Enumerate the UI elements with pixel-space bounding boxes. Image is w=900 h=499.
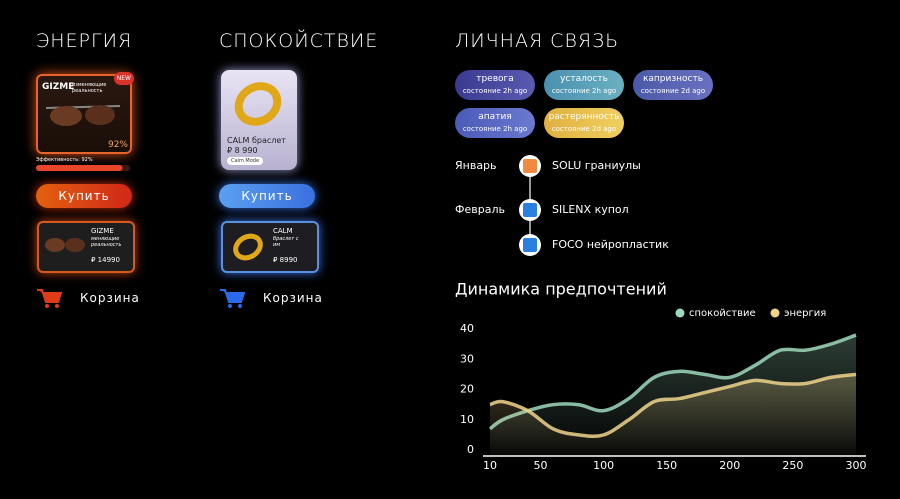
timeline-icon — [523, 159, 537, 173]
cart-icon[interactable] — [219, 287, 245, 309]
mood-status: состояние 2d ago — [551, 125, 617, 133]
mood-name: тревога — [476, 74, 514, 84]
mood-status: состояние 2h ago — [551, 87, 617, 95]
mood-pill[interactable]: тревога состояние 2h ago — [455, 70, 535, 100]
percent: 92% — [107, 140, 128, 150]
product-price: ₽ 8 990 — [227, 146, 258, 155]
cart-item-desc: меняющие реальность — [91, 236, 122, 248]
cart-item-name: CALM — [273, 227, 293, 235]
cart-item-price: ₽ 8990 — [273, 256, 298, 264]
product-name: CALM браслет — [227, 136, 286, 145]
timeline-month: Январь — [455, 159, 497, 172]
x-tick-label: 250 — [782, 459, 803, 472]
cart-label[interactable]: Корзина — [263, 291, 323, 305]
cart-label[interactable]: Корзина — [80, 291, 140, 305]
tagline: изменяющие реальность — [72, 82, 107, 94]
timeline-month: Февраль — [455, 203, 505, 216]
x-tick-label: 50 — [533, 459, 547, 472]
timeline-item: SILENX купол — [552, 203, 629, 216]
mood-status: состояние 2d ago — [640, 87, 706, 95]
product-card[interactable]: CALM браслет ₽ 8 990 Calm Mode — [221, 70, 297, 170]
mood-pill[interactable]: растерянность состояние 2d ago — [544, 108, 624, 138]
cart-card[interactable]: GIZME меняющие реальность ₽ 14990 — [37, 221, 135, 273]
cart-item-name: GIZME — [91, 227, 114, 235]
cart-item-desc: браслет с им — [273, 236, 299, 248]
progress — [36, 165, 130, 171]
mood-name: растерянность — [548, 112, 620, 122]
mood-pill[interactable]: апатия состояние 2h ago — [455, 108, 535, 138]
x-tick-label: 10 — [483, 459, 497, 472]
x-tick-label: 300 — [846, 459, 867, 472]
ring-thumb — [233, 233, 263, 261]
mood-name: капризность — [642, 74, 704, 84]
buy-button[interactable]: Купить — [219, 184, 315, 208]
area — [490, 374, 856, 455]
legend-label: спокойствие — [689, 308, 756, 319]
timeline-item: SOLU граниулы — [552, 159, 641, 172]
mood-status: состояние 2h ago — [462, 87, 528, 95]
cart-card[interactable]: CALM браслет с им ₽ 8990 — [221, 221, 319, 273]
y-tick-label: 20 — [460, 383, 474, 396]
y-tick-label: 0 — [467, 443, 474, 456]
timeline-icon — [523, 238, 537, 252]
cart-item-price: ₽ 14990 — [91, 256, 120, 264]
ring-image — [234, 82, 282, 126]
series-line — [489, 372, 857, 438]
x-tick-label: 100 — [593, 459, 614, 472]
legend-swatch — [675, 308, 685, 318]
product-card[interactable]: GIZME изменяющие реальность NEW 92% — [36, 72, 134, 154]
x-tick-label: 150 — [656, 459, 677, 472]
mood-status: состояние 2h ago — [462, 125, 528, 133]
efficiency-label: Эффективность: 92% — [36, 157, 93, 163]
timeline-item: FOCO нейропластик — [552, 238, 669, 251]
mode-pill: Calm Mode — [227, 157, 264, 165]
y-tick-label: 10 — [460, 413, 474, 426]
y-tick-label: 40 — [460, 322, 474, 335]
legend-swatch — [770, 308, 780, 318]
badge: NEW — [113, 72, 134, 85]
progress-fill — [36, 165, 123, 171]
series-line — [488, 333, 857, 431]
section-title: ЭНЕРГИЯ — [36, 30, 133, 52]
mood-name: апатия — [478, 112, 512, 122]
brand: GIZME — [42, 82, 75, 92]
cart-icon[interactable] — [36, 287, 62, 309]
section-title: ЛИЧНАЯ СВЯЗЬ — [455, 30, 620, 52]
mood-name: усталость — [560, 74, 608, 84]
glasses-thumb — [45, 238, 85, 252]
y-tick-label: 30 — [460, 352, 474, 365]
mood-pill[interactable]: капризность состояние 2d ago — [633, 70, 713, 100]
timeline-icon — [523, 203, 537, 217]
section-title: СПОКОЙСТВИЕ — [219, 30, 379, 52]
legend-label: энергия — [784, 308, 826, 319]
x-tick-label: 200 — [719, 459, 740, 472]
buy-button[interactable]: Купить — [36, 184, 132, 208]
mood-pill[interactable]: усталость состояние 2h ago — [544, 70, 624, 100]
glasses-image — [45, 105, 121, 126]
chart-title: Динамика предпочтений — [455, 280, 667, 299]
